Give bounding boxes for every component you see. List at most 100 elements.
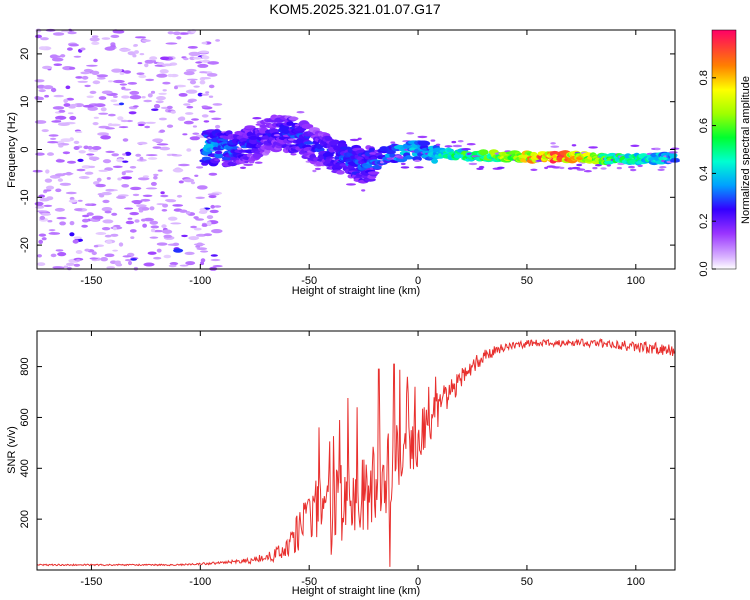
noise-blob <box>156 73 168 78</box>
noise-blob <box>55 115 67 120</box>
noise-blob <box>110 34 120 39</box>
noise-blob <box>156 62 165 65</box>
ridge-blob <box>301 123 314 130</box>
noise-blob <box>121 176 133 180</box>
noise-blob <box>68 43 80 47</box>
noise-blob <box>91 251 97 256</box>
ridge-blob <box>330 139 340 145</box>
spectrogram-marks <box>32 28 680 271</box>
colorbar-ticks: 0.0 0.2 0.4 0.6 0.8 <box>698 70 716 277</box>
halo-blob <box>592 166 598 170</box>
halo-blob <box>243 163 254 166</box>
noise-blob <box>100 257 108 262</box>
ridge-blob <box>367 171 380 175</box>
noise-blob <box>93 116 99 119</box>
noise-blob <box>212 265 223 268</box>
noise-blob <box>192 125 197 128</box>
colorbar: 0.0 0.2 0.4 0.6 0.8 Normalized spectral ampl… <box>698 29 750 277</box>
noise-blob <box>141 96 146 99</box>
halo-blob <box>606 164 611 167</box>
noise-blob <box>183 120 194 125</box>
noise-blob <box>61 30 70 33</box>
noise-blob <box>125 220 135 225</box>
noise-blob <box>73 263 81 267</box>
noise-blob <box>143 262 155 267</box>
noise-blob <box>67 31 77 35</box>
noise-blob <box>185 89 198 94</box>
noise-blob <box>59 221 66 226</box>
noise-blob <box>76 168 86 172</box>
noise-blob <box>106 177 111 180</box>
noise-blob <box>156 96 166 101</box>
spectrogram-y-axis-label: Frequency (Hz) <box>6 112 18 188</box>
noise-blob <box>209 209 219 214</box>
noise-blob <box>195 196 205 199</box>
noise-blob <box>179 209 188 213</box>
noise-blob <box>132 54 137 58</box>
noise-blob <box>86 64 98 67</box>
ridge-blob <box>324 135 332 141</box>
noise-blob <box>129 229 137 233</box>
noise-blob <box>89 37 100 42</box>
noise-blob <box>119 83 128 86</box>
noise-blob <box>122 153 127 156</box>
noise-blob <box>52 32 65 36</box>
noise-blob <box>195 61 203 64</box>
ridge-blob <box>402 156 415 160</box>
halo-blob <box>551 166 562 169</box>
ridge-blob <box>339 146 352 150</box>
noise-blob <box>178 180 184 184</box>
noise-blob <box>89 90 97 94</box>
noise-blob <box>167 73 174 78</box>
noise-blob <box>134 50 139 54</box>
noise-blob <box>185 112 194 115</box>
halo-blob <box>616 166 622 170</box>
noise-blob <box>113 79 125 84</box>
noise-blob <box>98 96 107 100</box>
halo-blob <box>461 148 471 151</box>
noise-blob <box>91 215 104 220</box>
noise-blob <box>167 31 174 35</box>
noise-blob <box>130 258 137 261</box>
noise-blob <box>38 46 47 50</box>
noise-blob <box>65 85 71 90</box>
noise-blob <box>47 152 54 156</box>
x-tick-label: 100 <box>627 275 645 287</box>
noise-blob <box>192 132 200 135</box>
noise-blob <box>114 30 125 34</box>
noise-blob <box>167 216 178 221</box>
noise-blob <box>66 262 75 266</box>
noise-blob <box>124 259 132 262</box>
noise-blob <box>208 195 217 199</box>
noise-blob <box>111 153 119 157</box>
ridge-blob <box>336 170 345 175</box>
noise-blob <box>131 200 143 204</box>
noise-blob <box>166 199 177 203</box>
noise-blob <box>105 188 115 192</box>
noise-blob <box>173 31 181 36</box>
noise-blob <box>85 203 93 206</box>
noise-blob <box>195 218 205 221</box>
noise-blob <box>206 215 214 220</box>
figure-title: KOM5.2025.321.01.07.G17 <box>269 1 440 17</box>
noise-blob <box>81 224 88 228</box>
noise-blob <box>34 120 47 124</box>
noise-blob <box>150 228 156 233</box>
x-tick-label: -50 <box>301 576 317 588</box>
noise-blob <box>84 84 91 88</box>
noise-blob <box>123 170 134 173</box>
noise-blob <box>67 112 74 115</box>
noise-blob <box>112 226 117 231</box>
ridge-blob <box>431 158 438 164</box>
noise-blob <box>212 103 223 106</box>
halo-blob <box>390 141 396 144</box>
spectrogram-x-axis-label: Height of straight line (km) <box>292 285 420 297</box>
noise-blob <box>52 55 62 58</box>
noise-blob <box>138 209 144 213</box>
noise-blob <box>47 220 53 223</box>
snr-y-axis-label: SNR (v/v) <box>6 426 18 474</box>
noise-blob <box>129 212 139 216</box>
noise-blob <box>63 265 68 268</box>
noise-blob <box>121 184 130 188</box>
noise-blob <box>191 118 199 121</box>
